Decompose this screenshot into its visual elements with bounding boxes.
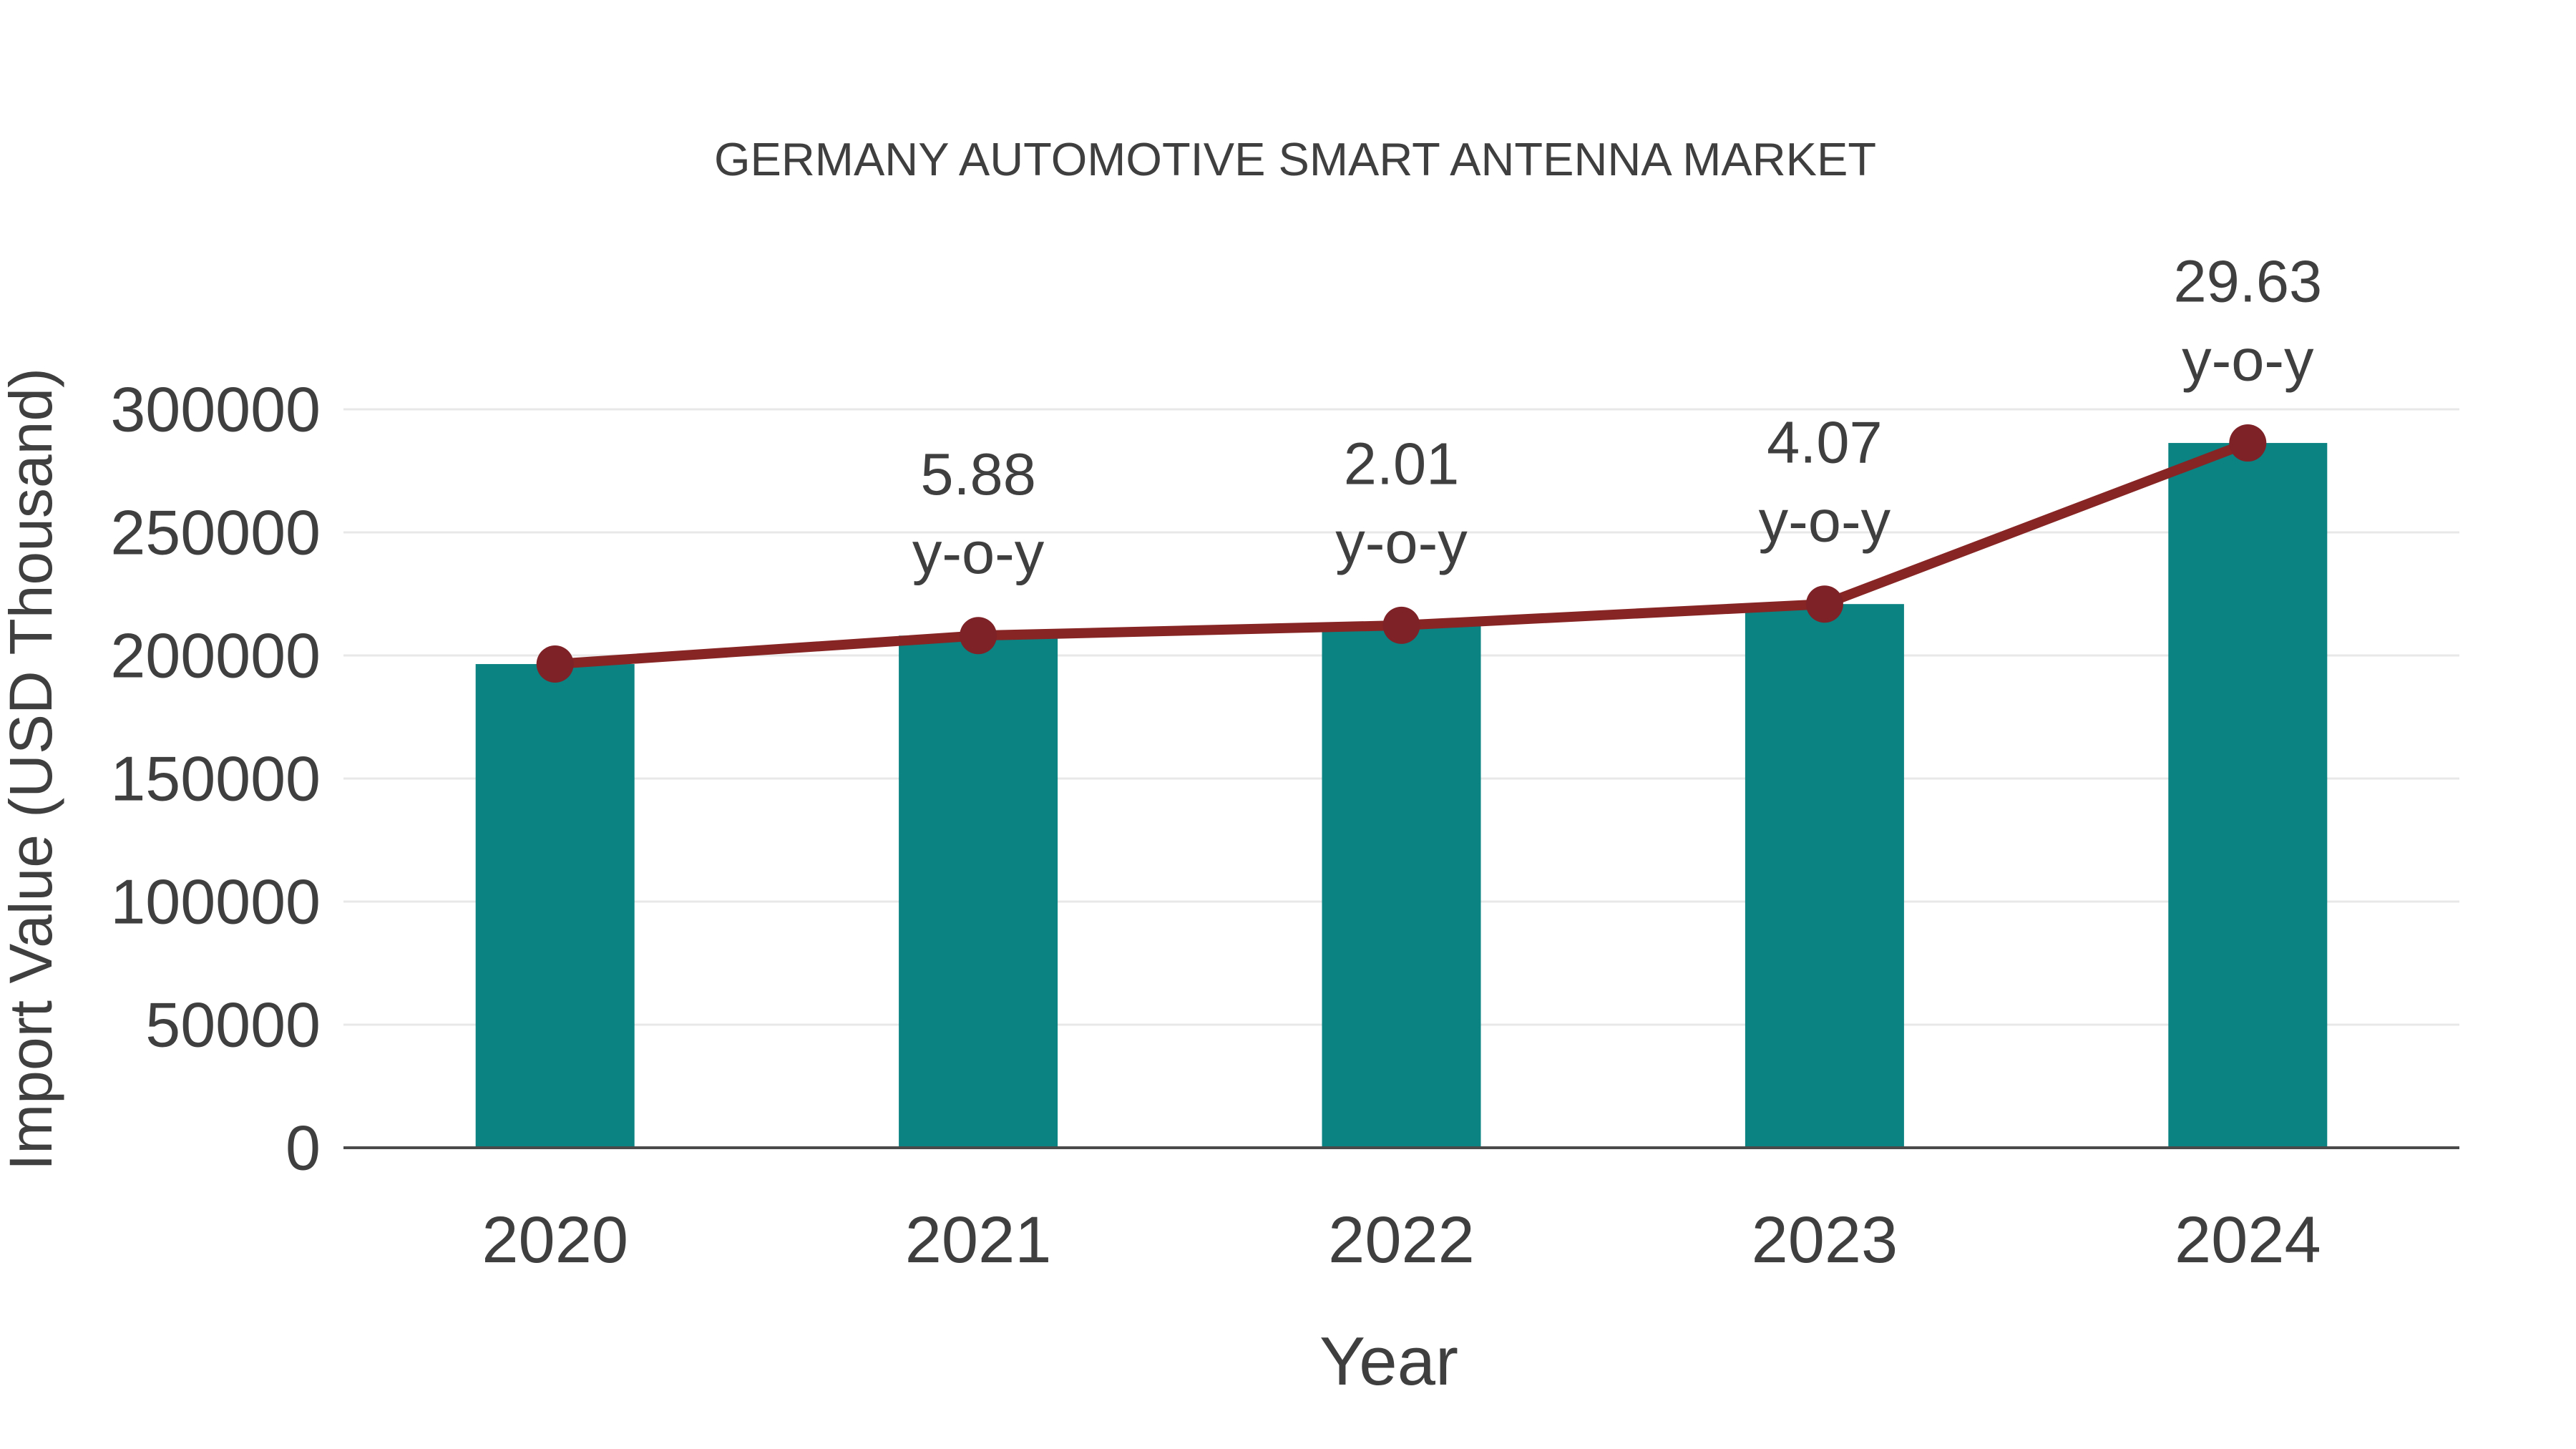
trend-marker-2023 — [1805, 585, 1843, 623]
plot-area: 0 50000 100000 150000 200000 250000 300000 5.88… — [110, 248, 2459, 1277]
x-tick-label-2022: 2022 — [1328, 1204, 1475, 1277]
trend-marker-2022 — [1382, 606, 1420, 644]
chart-title: GERMANY AUTOMOTIVE SMART ANTENNA MARKET — [714, 133, 1876, 185]
y-tick-label-200000: 200000 — [110, 620, 321, 691]
bar-2024 — [2168, 443, 2328, 1148]
trend-marker-2021 — [960, 617, 997, 655]
annotation-suffix-2024: y-o-y — [2182, 327, 2314, 394]
y-tick-label-150000: 150000 — [110, 743, 321, 814]
y-tick-label-0: 0 — [286, 1113, 321, 1184]
x-tick-label-2021: 2021 — [905, 1204, 1052, 1277]
x-axis-title: Year — [1319, 1323, 1458, 1400]
annotation-value-2024: 29.63 — [2173, 248, 2322, 315]
y-tick-label-50000: 50000 — [145, 990, 321, 1060]
y-tick-label-300000: 300000 — [110, 374, 321, 445]
bar-2021 — [899, 635, 1058, 1148]
trend-marker-2024 — [2229, 424, 2267, 462]
annotation-value-2022: 2.01 — [1344, 430, 1460, 497]
annotation-suffix-2021: y-o-y — [912, 519, 1045, 586]
annotation-suffix-2022: y-o-y — [1335, 509, 1468, 575]
bar-2020 — [475, 664, 635, 1148]
x-tick-label-2023: 2023 — [1752, 1204, 1898, 1277]
y-tick-label-100000: 100000 — [110, 867, 321, 937]
bar-2023 — [1745, 604, 1904, 1148]
annotation-value-2023: 4.07 — [1767, 409, 1883, 476]
trend-marker-2020 — [536, 645, 574, 683]
x-tick-label-2024: 2024 — [2175, 1204, 2321, 1277]
y-tick-label-250000: 250000 — [110, 497, 321, 568]
bar-2022 — [1322, 625, 1481, 1148]
annotation-value-2021: 5.88 — [920, 441, 1036, 507]
y-axis-title: Import Value (USD Thousand) — [0, 368, 64, 1171]
x-tick-label-2020: 2020 — [482, 1204, 628, 1277]
annotation-suffix-2023: y-o-y — [1759, 488, 1891, 555]
